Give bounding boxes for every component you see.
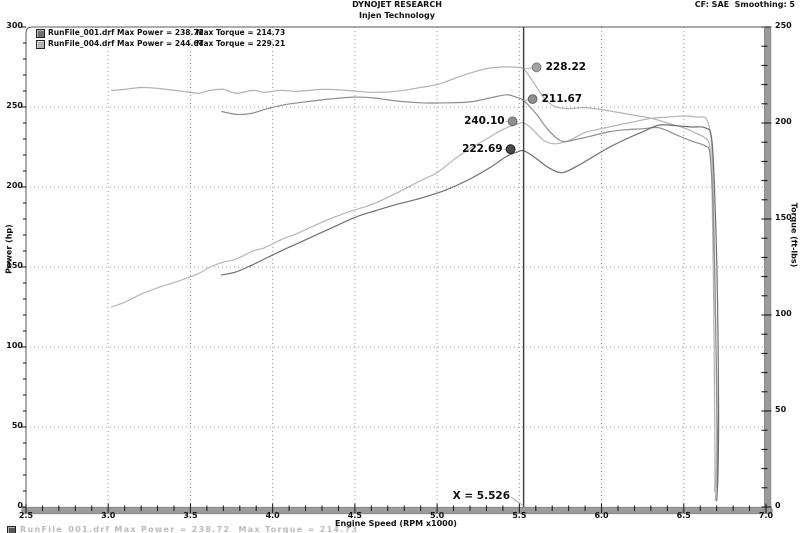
x-tick-label: 4.5 bbox=[347, 510, 362, 520]
left-axis-title: Power (hp) bbox=[4, 224, 14, 274]
correction-smoothing-info: CF: SAE Smoothing: 5 bbox=[694, 0, 795, 9]
y-right-tick-label: 150 bbox=[775, 213, 792, 222]
right-axis-bar bbox=[763, 26, 772, 514]
y-left-tick-label: 50 bbox=[11, 421, 23, 430]
legend-file-and-max-power: RunFile_004.drf Max Power = 244.67 bbox=[48, 39, 204, 48]
cursor-marker-dot bbox=[505, 144, 516, 155]
y-left-tick-label: 150 bbox=[6, 261, 23, 270]
power-curve-run001 bbox=[221, 124, 720, 502]
x-tick-label: 7.0 bbox=[758, 510, 774, 520]
torque-curve-run001 bbox=[221, 94, 719, 489]
cursor-x-value-label: X = 5.526 bbox=[452, 490, 510, 502]
cursor-marker-dot bbox=[507, 116, 518, 127]
y-left-tick-label: 0 bbox=[17, 501, 23, 510]
legend-row: RunFile_004.drf Max Power = 244.67 Max To… bbox=[48, 39, 348, 49]
x-tick-label: 6.5 bbox=[676, 510, 691, 520]
power-curve-run004 bbox=[110, 115, 718, 502]
y-right-tick-label: 200 bbox=[775, 117, 792, 126]
x-tick-label: 4.0 bbox=[265, 510, 280, 520]
plot-frame bbox=[25, 26, 764, 509]
cursor-value-label: 228.22 bbox=[545, 61, 587, 74]
x-tick-label: 3.0 bbox=[101, 510, 116, 520]
legend-row: RunFile_001.drf Max Power = 238.72 Max To… bbox=[48, 28, 348, 38]
y-right-tick-label: 50 bbox=[775, 405, 787, 414]
chart-title: DYNOJET RESEARCH bbox=[352, 0, 442, 9]
cursor-value-label: 211.67 bbox=[541, 93, 583, 106]
x-tick-label: 2.5 bbox=[18, 510, 34, 520]
cursor-value-label: 240.10 bbox=[464, 115, 505, 128]
cursor-value-label: 222.69 bbox=[462, 143, 503, 156]
cursor-label-connector bbox=[510, 496, 524, 507]
x-tick-label: 5.5 bbox=[512, 510, 527, 520]
chart-subtitle: Injen Technology bbox=[359, 11, 435, 20]
x-axis-bar bbox=[21, 506, 773, 515]
cursor-marker-dot bbox=[527, 94, 538, 104]
y-right-tick-label: 0 bbox=[775, 501, 781, 510]
x-tick-label: 3.5 bbox=[183, 510, 198, 520]
clipped-legend-swatch bbox=[7, 526, 16, 533]
x-tick-label: 6.0 bbox=[594, 510, 609, 520]
legend-max-torque: Max Torque = 214.73 bbox=[196, 28, 286, 37]
clipped-legend-text: RunFile_001.drf Max Power = 238.72 Max T… bbox=[20, 526, 359, 533]
y-left-tick-label: 100 bbox=[6, 341, 23, 350]
x-tick-label: 5.0 bbox=[430, 510, 445, 520]
y-left-tick-label: 250 bbox=[6, 101, 23, 110]
x-axis-title: Engine Speed (RPM x1000) bbox=[335, 519, 457, 528]
cursor-marker-dot bbox=[531, 62, 542, 73]
legend-file-and-max-power: RunFile_001.drf Max Power = 238.72 bbox=[48, 28, 204, 37]
y-right-tick-label: 250 bbox=[775, 21, 792, 30]
legend-swatch bbox=[36, 28, 45, 38]
y-left-tick-label: 200 bbox=[6, 181, 23, 190]
legend-swatch bbox=[36, 39, 45, 49]
legend-max-torque: Max Torque = 229.21 bbox=[196, 39, 286, 48]
torque-curve-run004 bbox=[110, 66, 716, 493]
right-axis-title: Torque (ft-lbs) bbox=[789, 202, 799, 268]
y-right-tick-label: 100 bbox=[775, 309, 792, 318]
y-left-tick-label: 300 bbox=[6, 21, 23, 30]
